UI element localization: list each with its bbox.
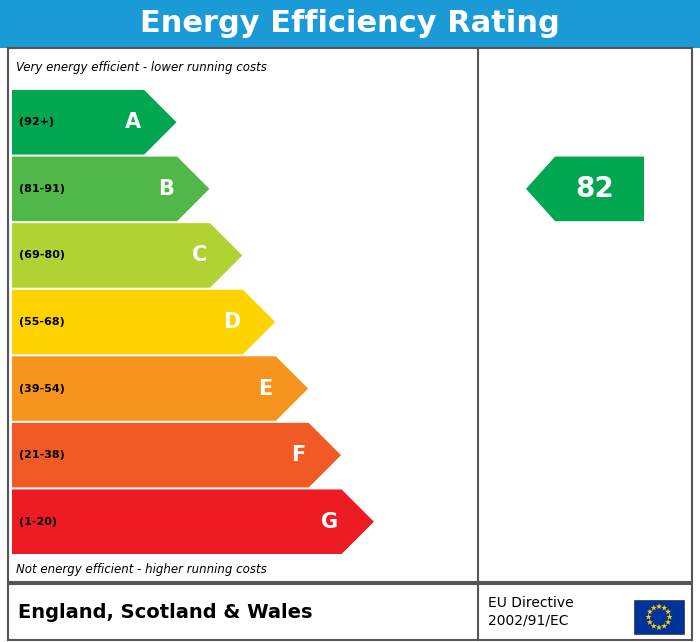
Text: (92+): (92+) [19,117,54,127]
Polygon shape [12,223,242,288]
Polygon shape [12,290,275,354]
Polygon shape [651,623,657,629]
Polygon shape [647,619,653,625]
Bar [8,584,692,640]
Text: 2002/91/EC: 2002/91/EC [488,614,568,628]
Text: B: B [158,179,174,199]
Text: (81-91): (81-91) [19,184,65,194]
Polygon shape [656,603,662,609]
Polygon shape [666,614,673,620]
Polygon shape [645,614,652,620]
Polygon shape [12,90,176,155]
Bar [8,48,692,582]
Text: G: G [321,512,339,532]
Polygon shape [656,624,662,630]
Text: (1-20): (1-20) [19,517,57,526]
Polygon shape [665,609,671,614]
Text: E: E [258,379,273,399]
Polygon shape [12,356,308,421]
Polygon shape [12,489,374,554]
Text: (69-80): (69-80) [19,250,65,261]
Text: 82: 82 [575,175,615,203]
Polygon shape [662,623,667,629]
Text: Not energy efficient - higher running costs: Not energy efficient - higher running co… [16,562,267,575]
Text: F: F [291,445,306,465]
Text: (55-68): (55-68) [19,317,64,327]
Text: (21-38): (21-38) [19,450,64,460]
Text: Energy Efficiency Rating: Energy Efficiency Rating [140,10,560,39]
Text: A: A [125,112,141,132]
Text: Very energy efficient - lower running costs: Very energy efficient - lower running co… [16,62,267,74]
Polygon shape [651,605,657,611]
Text: England, Scotland & Wales: England, Scotland & Wales [18,602,312,621]
Polygon shape [12,423,341,487]
Polygon shape [526,157,644,221]
Bar [634,600,684,634]
Polygon shape [647,609,653,614]
Polygon shape [665,619,671,625]
Bar [0,0,700,48]
Text: (39-54): (39-54) [19,383,65,394]
Text: EU Directive: EU Directive [488,596,573,610]
Text: D: D [223,312,240,332]
Polygon shape [12,157,209,221]
Polygon shape [662,605,667,611]
Text: C: C [192,245,207,265]
